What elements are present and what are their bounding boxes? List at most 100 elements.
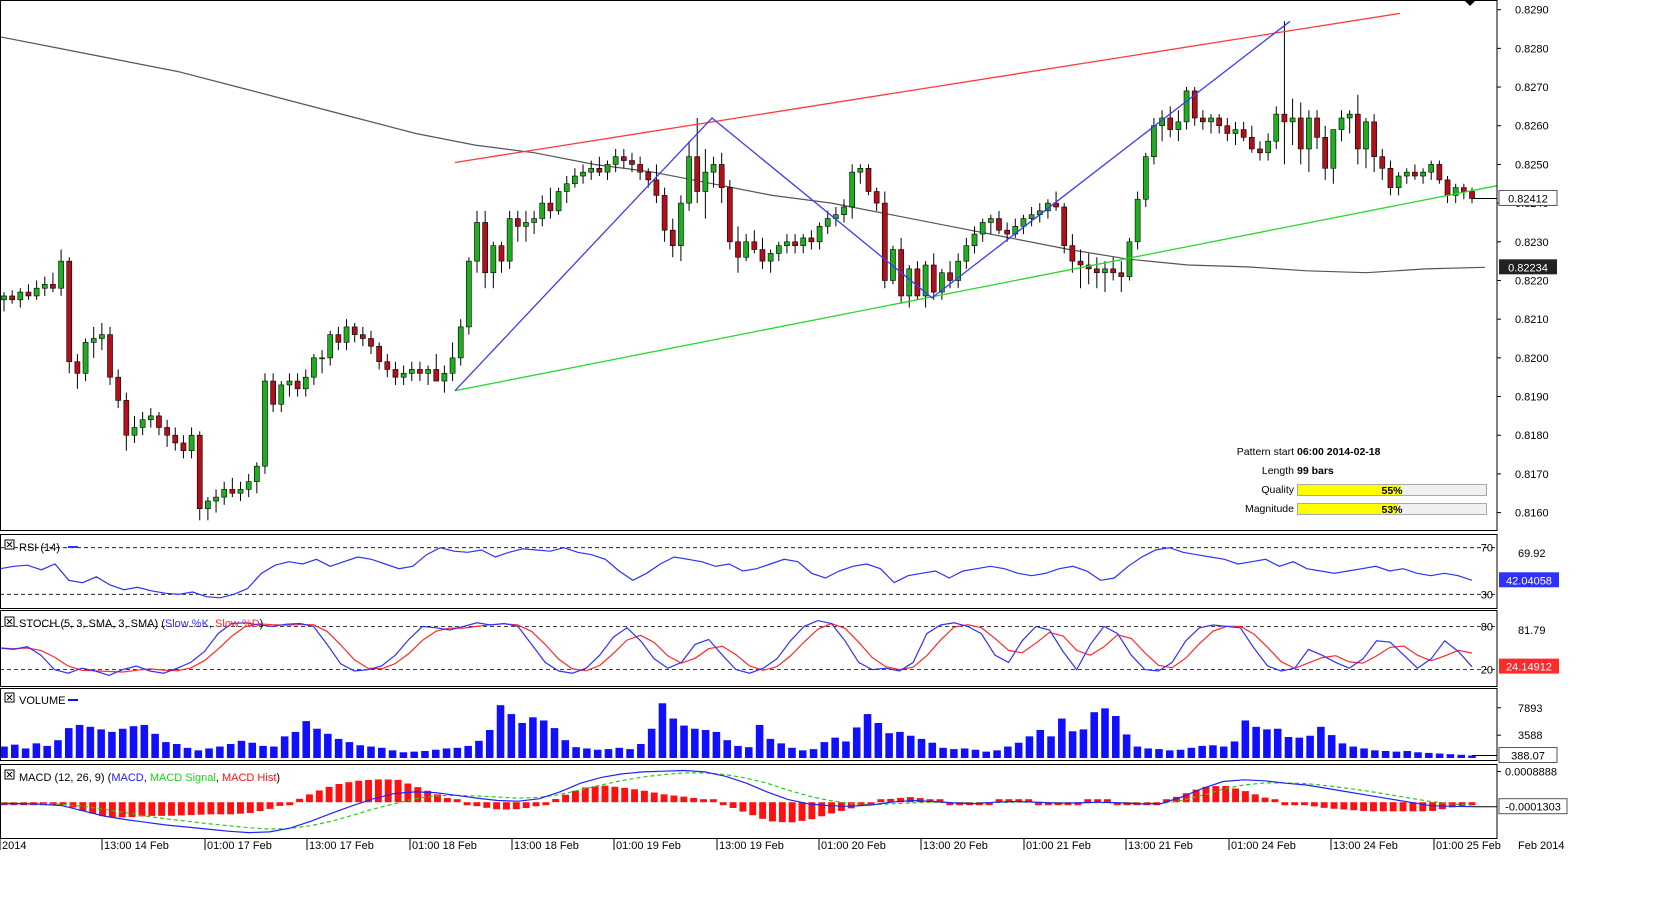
macd-hist-bar	[1113, 802, 1121, 806]
pattern-magnitude-label: Magnitude	[1244, 503, 1294, 515]
bullish-candle	[441, 373, 448, 382]
bearish-candle	[1061, 206, 1068, 246]
bullish-candle	[1151, 125, 1157, 157]
macd-hist-bar	[463, 802, 471, 806]
bullish-candle	[1134, 198, 1141, 243]
bearish-candle	[1191, 90, 1198, 119]
macd-hist-bar	[1291, 802, 1299, 806]
bullish-candle	[490, 245, 497, 274]
volume-bar	[572, 747, 580, 758]
bullish-candle	[1265, 140, 1271, 154]
volume-bar	[54, 740, 62, 758]
volume-bar	[431, 749, 440, 758]
bullish-candle	[286, 380, 293, 386]
rsi-close-icon-cross	[6, 541, 13, 548]
bearish-candle	[1379, 156, 1386, 169]
bearish-candle	[1387, 167, 1394, 188]
legend-part: ,	[209, 618, 215, 630]
volume-bar	[1457, 754, 1465, 758]
bullish-candle	[278, 384, 285, 405]
bullish-candle	[979, 222, 986, 235]
bullish-candle	[1306, 117, 1312, 150]
bearish-candle	[792, 241, 798, 246]
macd-hist-bar	[1232, 788, 1239, 803]
time-tick-label: 13:00 21 Feb	[1128, 840, 1193, 852]
legend-part: )	[276, 772, 280, 784]
panel-frames	[0, 0, 1498, 839]
macd-hist-bar	[1301, 802, 1308, 806]
macd-hist-bar	[108, 802, 116, 818]
time-tick-label: 13:00 24 Feb	[1333, 840, 1398, 852]
bearish-candle	[1461, 187, 1467, 192]
volume-bar	[1025, 736, 1034, 758]
bullish-candle	[425, 369, 431, 374]
stoch-slow-k-line	[0, 619, 1473, 677]
volume-bar	[680, 725, 688, 758]
volume-bar	[1036, 730, 1045, 758]
macd-hist-bar	[571, 790, 579, 803]
panel-border	[0, 0, 1498, 531]
macd-hist-bar	[1035, 802, 1042, 806]
volume-bar	[885, 733, 893, 758]
volume-bar	[561, 740, 570, 758]
bullish-candle	[188, 434, 195, 451]
macd-hist-bar	[660, 794, 668, 803]
bearish-candle	[694, 156, 701, 192]
bullish-candle	[955, 260, 962, 281]
quality-bar-fill	[1298, 485, 1402, 495]
macd-signal-line	[0, 772, 1473, 830]
volume-bar	[183, 747, 192, 758]
bullish-candle	[1363, 121, 1369, 150]
macd-hist-bar	[493, 802, 501, 810]
stoch-level-label: 80	[1481, 621, 1493, 633]
bearish-candle	[1322, 137, 1329, 169]
volume-bar	[118, 728, 127, 758]
rsi-level-label: 30	[1481, 589, 1493, 601]
macd-hist-bar	[847, 802, 855, 809]
volume-bar	[0, 746, 8, 758]
volume-bar	[399, 752, 408, 758]
macd-hist-bar	[680, 796, 688, 803]
volume-bar	[896, 731, 904, 758]
macd-hist-bar	[266, 802, 274, 809]
price-tick-label: 0.8250	[1515, 159, 1549, 171]
bullish-candle	[213, 496, 219, 502]
bullish-candle	[245, 481, 252, 490]
volume-bar	[237, 740, 246, 758]
stoch-panel[interactable]: 80 20 STOCH (5, 3, SMA, 3, SMA) (Slow %K, …	[0, 616, 1559, 677]
panel-legend: STOCH (5, 3, SMA, 3, SMA) (Slow %K, Slow…	[19, 618, 263, 630]
time-tick-label: 01:00 17 Feb	[207, 840, 272, 852]
price-panel[interactable]: 0.82900.82800.82700.82600.82500.82400.82…	[0, 0, 1558, 521]
volume-bar	[1360, 748, 1368, 758]
macd-hist-bar	[1182, 793, 1190, 803]
macd-hist-bar	[877, 799, 885, 803]
bearish-candle	[947, 272, 953, 281]
bullish-candle	[816, 226, 823, 243]
volume-bar	[647, 728, 656, 758]
macd-hist-bar	[1094, 799, 1102, 803]
volume-bar	[1371, 750, 1379, 758]
macd-hist-bar	[1064, 802, 1072, 806]
rsi-panel[interactable]: 70 30 RSI (14) 69.92 42.04058	[0, 539, 1559, 601]
macd-hist-bar	[365, 780, 372, 803]
volume-bar	[809, 749, 818, 758]
volume-bar	[798, 750, 807, 758]
macd-panel[interactable]: MACD (12, 26, 9) (MACD, MACD Signal, MAC…	[0, 767, 1568, 834]
macd-hist-bar	[512, 802, 520, 810]
volume-bar	[529, 717, 537, 758]
macd-hist-bar	[1379, 802, 1387, 812]
volume-bar	[1058, 718, 1066, 758]
legend-part: MACD Hist	[222, 772, 276, 784]
volume-close-icon-cross	[6, 694, 13, 701]
macd-hist-bar	[798, 802, 806, 821]
pattern-length-row: Length 99 bars	[1200, 462, 1500, 480]
volume-bar	[691, 728, 699, 758]
macd-hist-bar	[808, 802, 816, 820]
bearish-candle	[1224, 125, 1231, 134]
bearish-candle	[759, 249, 766, 262]
macd-hist-bar	[995, 799, 1003, 803]
volume-panel[interactable]: VOLUME 7893 3588 388.07	[0, 692, 1558, 764]
bullish-candle	[400, 373, 407, 378]
volume-bar	[583, 748, 591, 758]
macd-hist-bar	[424, 790, 432, 803]
